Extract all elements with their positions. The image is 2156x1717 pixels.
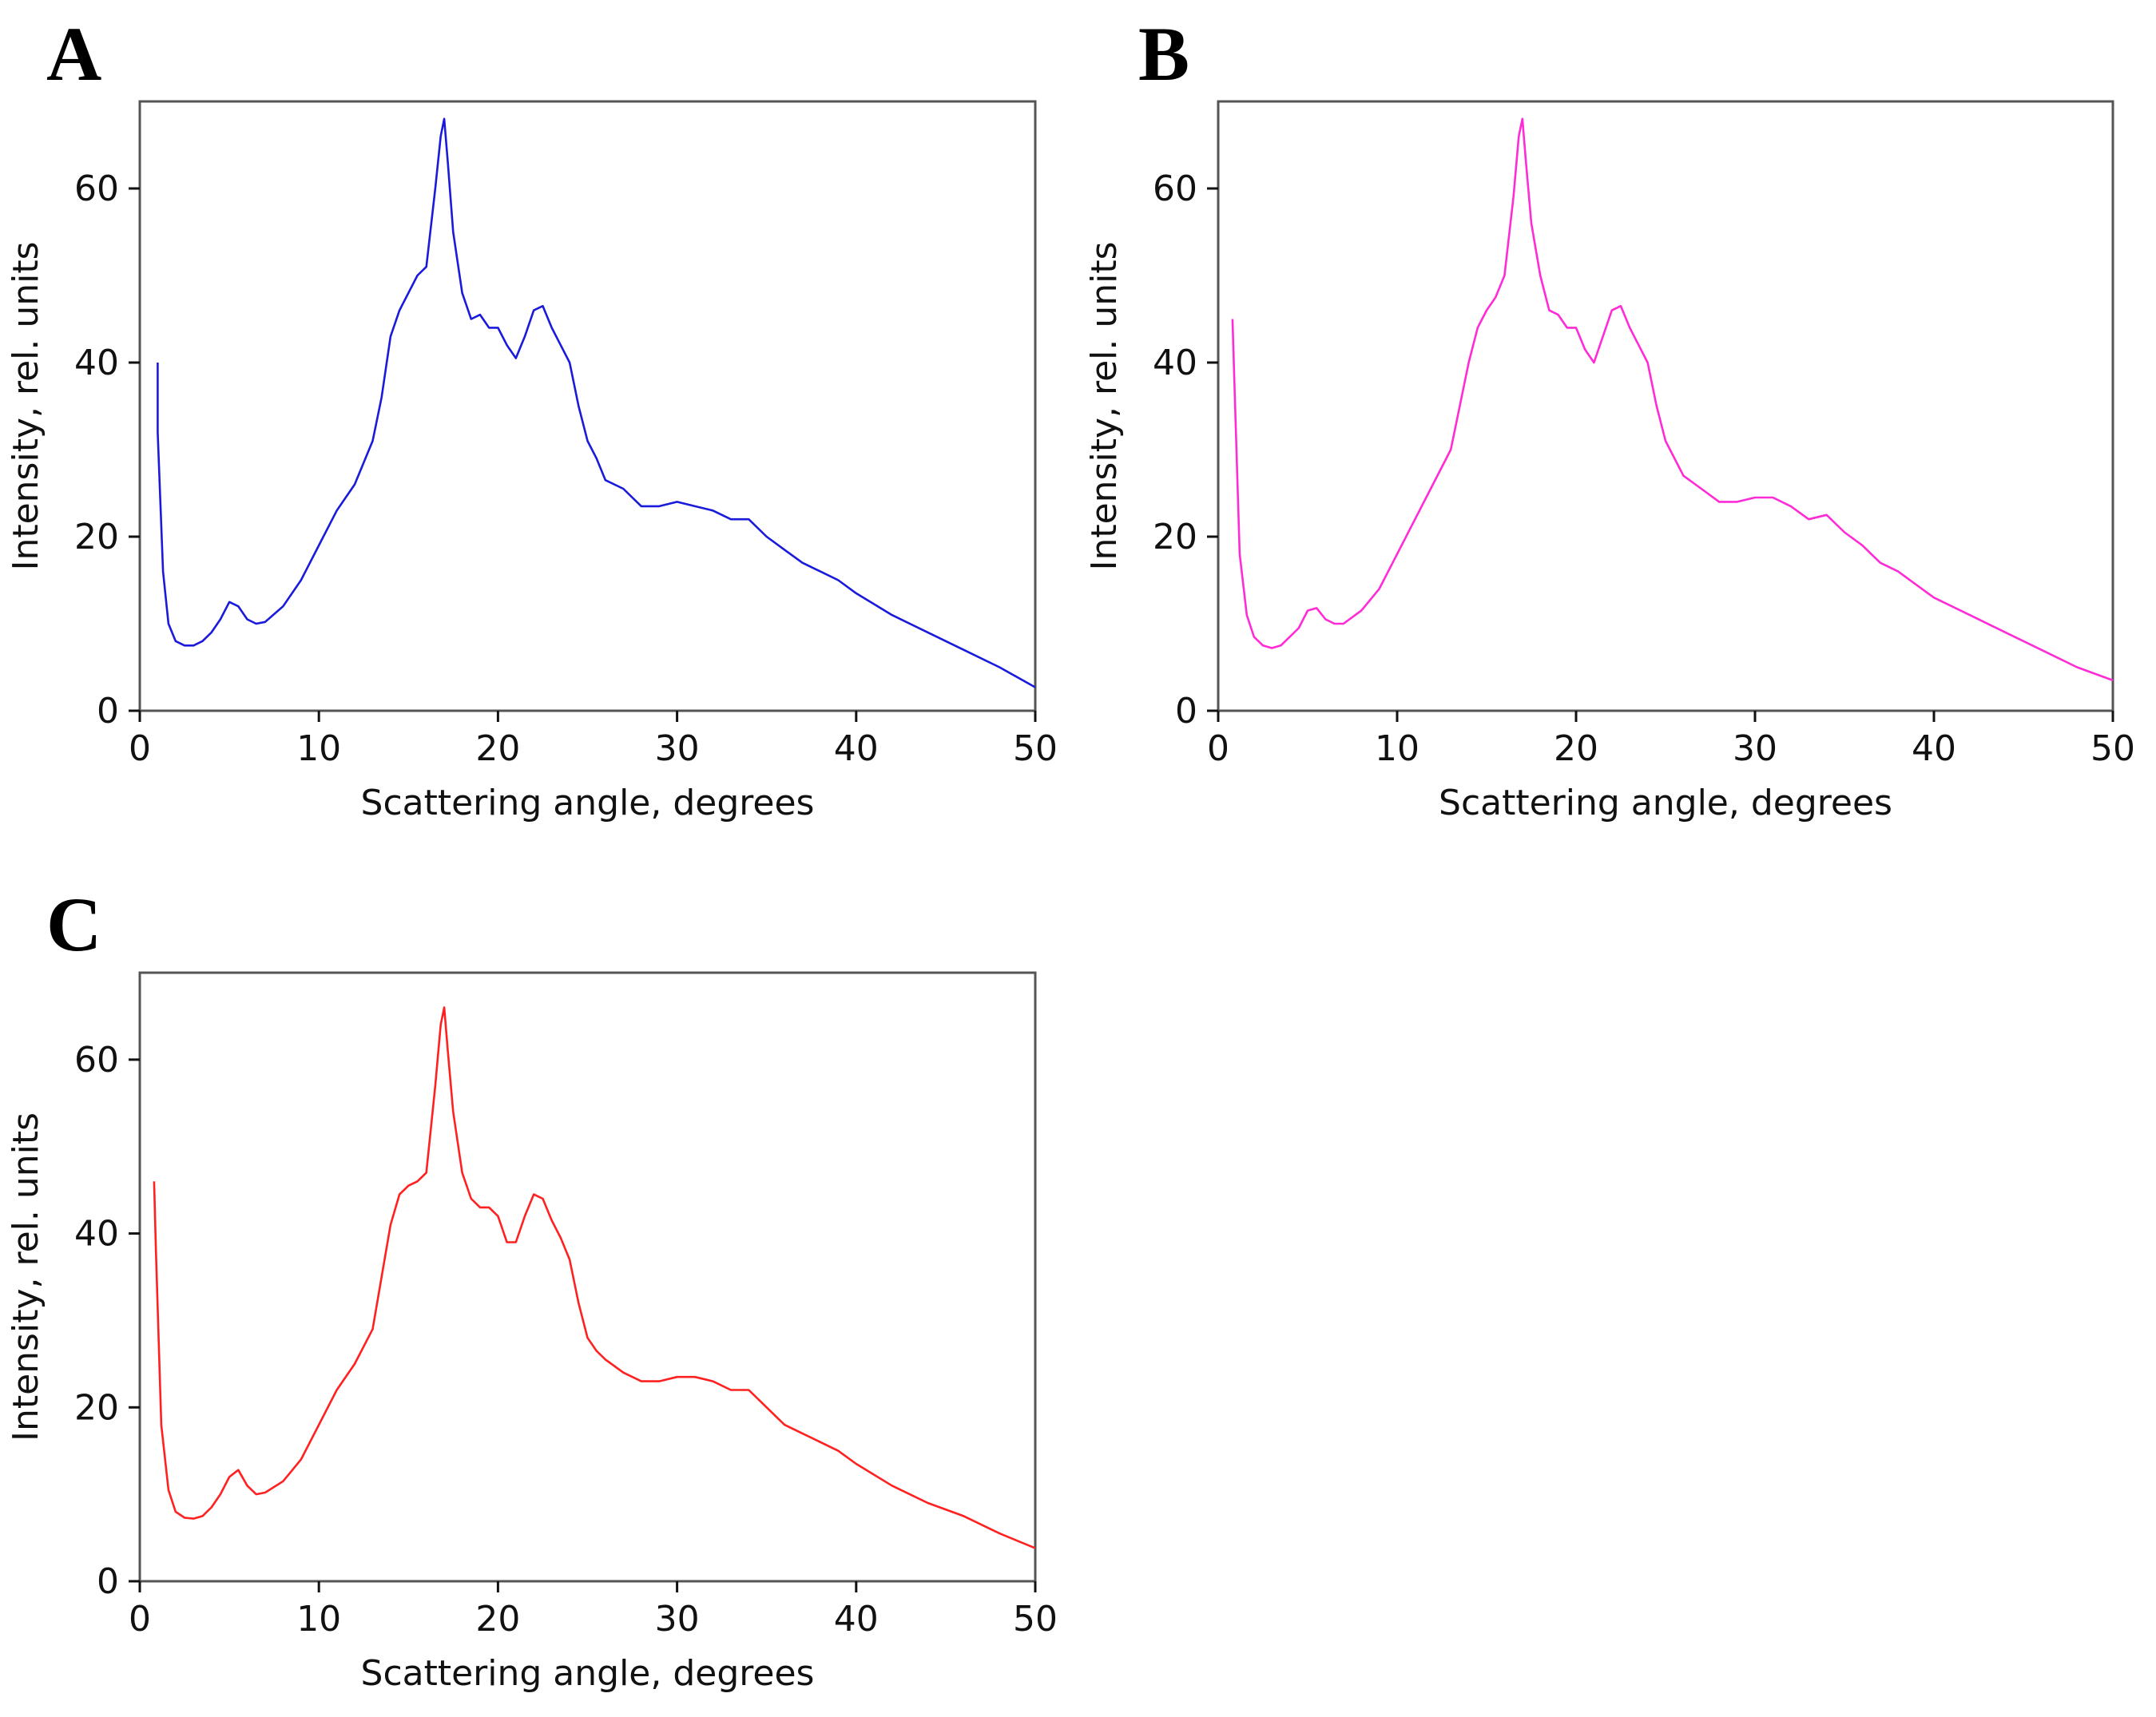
x-tick-label: 30 (1733, 728, 1777, 769)
y-tick-label: 0 (97, 1561, 119, 1602)
y-tick-label: 60 (1153, 169, 1197, 209)
y-axis-title: Intensity, rel. units (6, 1112, 46, 1441)
x-tick-label: 40 (1912, 728, 1956, 769)
x-tick-label: 40 (834, 1599, 879, 1640)
x-tick-label: 50 (1013, 728, 1058, 769)
plot-frame (138, 971, 1037, 1583)
x-tick-label: 40 (834, 728, 879, 769)
x-tick-label: 50 (2090, 728, 2135, 769)
x-tick-label: 50 (1013, 1599, 1058, 1640)
plot-frame (1217, 100, 2114, 712)
x-tick-label: 0 (129, 728, 151, 769)
y-tick-label: 40 (74, 1214, 119, 1255)
x-tick-label: 10 (296, 728, 341, 769)
panel-label: A (46, 11, 101, 97)
x-tick-label: 30 (655, 1599, 700, 1640)
y-axis-title: Intensity, rel. units (6, 241, 46, 570)
series-line (157, 117, 1036, 688)
x-tick-label: 20 (475, 728, 520, 769)
y-tick-label: 40 (74, 343, 119, 383)
y-tick-label: 20 (1153, 517, 1197, 557)
x-tick-label: 20 (1554, 728, 1598, 769)
y-tick-label: 60 (74, 169, 119, 209)
x-tick-label: 10 (1375, 728, 1419, 769)
x-tick-label: 0 (1207, 728, 1229, 769)
x-tick-label: 10 (296, 1599, 341, 1640)
y-tick-label: 20 (74, 1387, 119, 1428)
y-axis-title: Intensity, rel. units (1084, 241, 1125, 570)
series-line (153, 1006, 1036, 1549)
panel-label: C (46, 882, 101, 967)
y-tick-label: 0 (97, 691, 119, 732)
plot-frame (138, 100, 1037, 712)
x-tick-label: 20 (475, 1599, 520, 1640)
panel-label: B (1138, 11, 1189, 97)
series-line (1231, 117, 2114, 682)
y-tick-label: 20 (74, 517, 119, 557)
y-tick-label: 0 (1175, 691, 1197, 732)
x-tick-label: 0 (129, 1599, 151, 1640)
x-tick-label: 30 (655, 728, 700, 769)
x-axis-title: Scattering angle, degrees (1439, 783, 1892, 823)
chart-panel-b: B 0 10 20 30 40 50 0 20 40 60 Scattering angle, deg… (1084, 11, 2135, 823)
x-axis-title: Scattering angle, degrees (361, 1653, 815, 1694)
chart-panel-c: C 0 10 20 30 40 50 0 20 40 60 Scattering angle, deg… (6, 882, 1058, 1694)
x-axis-title: Scattering angle, degrees (361, 783, 815, 823)
y-tick-label: 40 (1153, 343, 1197, 383)
chart-panel-a: A 0 10 20 30 40 50 0 20 40 60 Scattering angle, deg… (6, 11, 1058, 823)
y-tick-label: 60 (74, 1040, 119, 1081)
